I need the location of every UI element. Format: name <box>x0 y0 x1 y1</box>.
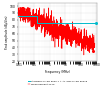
Standard NF EN 5500 1 + A1 and NF EN 55015 <box>96 23 97 24</box>
Standard NF EN 5500 1 + A1 and NF EN 55015 <box>36 15 38 16</box>
Measurement 40 W <box>83 54 84 56</box>
Measurement 40 W <box>76 31 77 32</box>
Standard NF EN 5500 1 + A1 and NF EN 55015 <box>36 23 38 24</box>
Measurement 40 W <box>84 44 85 45</box>
X-axis label: Frequency (MHz): Frequency (MHz) <box>45 70 70 74</box>
Standard NF EN 5500 1 + A1 and NF EN 55015 <box>17 15 19 16</box>
Measurement 40 W <box>62 27 63 28</box>
Measurement 40 W <box>66 32 68 33</box>
Line: Measurement 40 W: Measurement 40 W <box>18 7 95 55</box>
Y-axis label: Peak amplitude (dBµV/m): Peak amplitude (dBµV/m) <box>5 15 9 49</box>
Measurement 40 W <box>94 43 96 44</box>
Measurement 40 W <box>64 36 65 37</box>
Legend: Standard NF EN 5500 1 + A1 and NF EN 55015, Measurement 40 W: Standard NF EN 5500 1 + A1 and NF EN 550… <box>27 80 88 85</box>
Line: Standard NF EN 5500 1 + A1 and NF EN 55015: Standard NF EN 5500 1 + A1 and NF EN 550… <box>18 16 96 23</box>
Measurement 40 W <box>17 7 19 8</box>
Measurement 40 W <box>22 15 23 16</box>
